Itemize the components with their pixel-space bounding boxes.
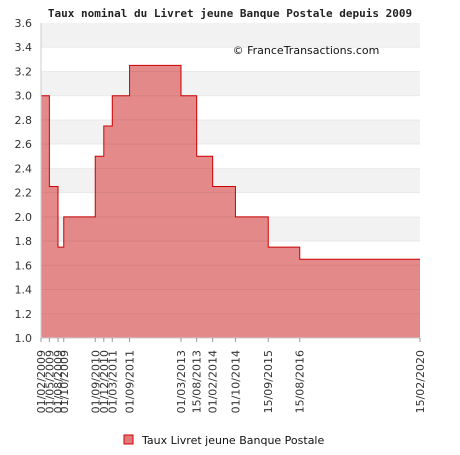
- x-tick-label: 01/10/2009: [58, 350, 71, 413]
- legend-swatch: [123, 434, 134, 445]
- chart-legend: Taux Livret jeune Banque Postale: [123, 434, 324, 447]
- y-tick-label: 3.6: [15, 17, 33, 30]
- y-axis: 1.0 1.2 1.4 1.6 1.8 2.0 2.2 2.4 2.6 2.8 3.0 3.2 3.4 3…: [15, 17, 42, 345]
- x-tick-label: 01/08/2009: [52, 350, 65, 413]
- y-tick-label: 2.4: [15, 162, 33, 175]
- x-tick-label: 01/03/2013: [175, 350, 188, 413]
- x-tick-label: 15/08/2013: [191, 350, 204, 413]
- x-tick-label: 01/05/2009: [43, 350, 56, 413]
- y-tick-label: 3.2: [15, 65, 33, 78]
- x-tick-label: 01/12/2010: [98, 350, 111, 413]
- x-tick-label: 01/02/2009: [35, 350, 48, 413]
- x-tick-label: 15/08/2016: [294, 350, 307, 413]
- y-tick-label: 1.0: [15, 332, 33, 345]
- grid-band: [41, 47, 420, 72]
- y-tick-label: 1.8: [15, 235, 33, 248]
- y-tick-label: 3.4: [15, 41, 33, 54]
- x-tick-label: 01/09/2011: [124, 350, 137, 413]
- y-tick-label: 2.6: [15, 138, 33, 151]
- y-tick-label: 2.0: [15, 211, 33, 224]
- y-tick-label: 1.2: [15, 308, 33, 321]
- series-area: [41, 65, 420, 339]
- x-tick-label: 01/09/2010: [89, 350, 102, 413]
- plot-area: [40, 46, 420, 339]
- x-tick-label: 01/10/2014: [229, 350, 242, 413]
- y-tick-label: 1.4: [15, 284, 33, 297]
- grid-band: [41, 71, 420, 96]
- legend-label: Taux Livret jeune Banque Postale: [141, 434, 324, 447]
- y-tick-label: 2.2: [15, 187, 33, 200]
- x-tick-label: 15/02/2020: [414, 350, 427, 413]
- series-line: [40, 64, 420, 338]
- grid-band: [41, 23, 420, 48]
- x-tick-label: 01/02/2014: [207, 350, 220, 413]
- x-tick-label: 01/03/2011: [106, 350, 119, 413]
- x-tick-label: 15/09/2015: [262, 350, 275, 413]
- y-tick-label: 3.0: [15, 90, 33, 103]
- chart-credit: © FranceTransactions.com: [233, 44, 380, 57]
- x-axis: 01/02/200901/05/200901/08/200901/10/2009…: [35, 337, 427, 413]
- grid-band: [41, 95, 420, 120]
- chart-title: Taux nominal du Livret jeune Banque Post…: [48, 7, 412, 20]
- y-tick-label: 2.8: [15, 114, 33, 127]
- y-tick-label: 1.6: [15, 259, 33, 272]
- grid-band: [41, 119, 420, 145]
